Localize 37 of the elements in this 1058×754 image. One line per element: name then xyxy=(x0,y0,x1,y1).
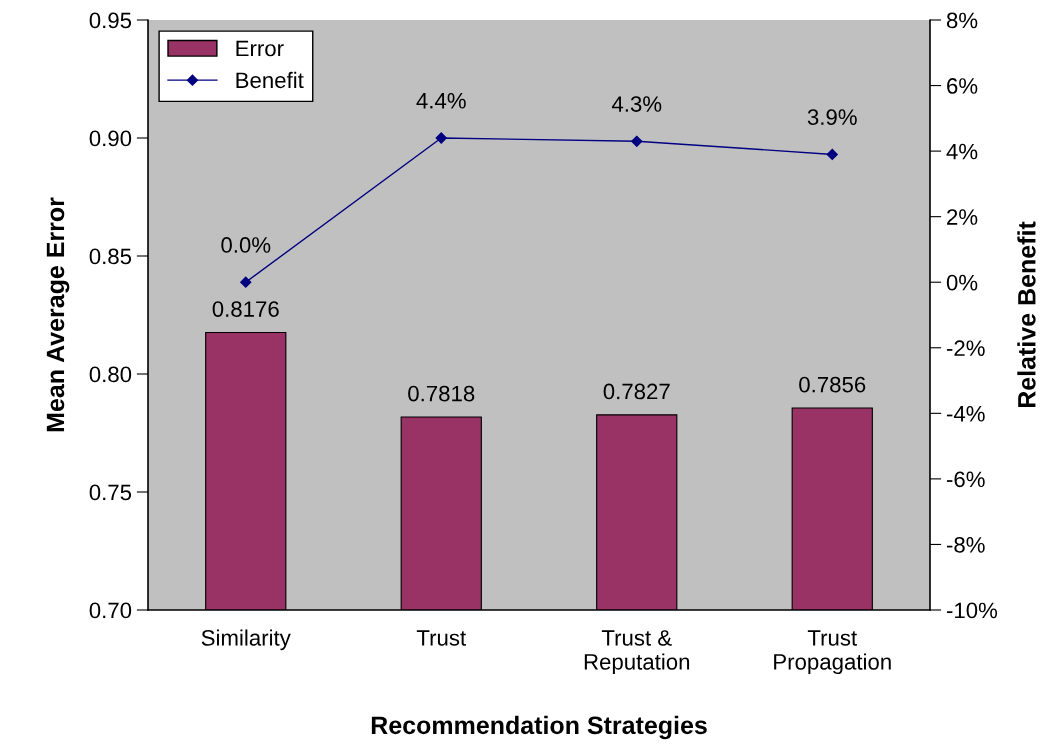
y2-tick-label: -10% xyxy=(946,602,998,619)
y-tick-label: 0.90 xyxy=(89,130,132,147)
data-label: 0.7818 xyxy=(408,385,475,402)
y2-tick-label: 4% xyxy=(946,143,978,160)
y2-axis-title: Relative Benefit xyxy=(1017,221,1036,408)
y-tick-label: 0.80 xyxy=(89,366,132,383)
legend-label: Error xyxy=(236,40,284,57)
data-label: 0.7856 xyxy=(799,376,866,393)
y2-tick-label: -6% xyxy=(946,471,985,488)
y-tick-label: 0.85 xyxy=(89,248,132,265)
y2-tick-label: -2% xyxy=(946,340,985,356)
point xyxy=(826,148,838,160)
x-axis-title: Recommendation Strategies xyxy=(371,715,707,740)
data-label: 4.4% xyxy=(416,92,466,109)
data-label: 0.0% xyxy=(221,237,271,253)
x-tick-label: Trust & Reputation xyxy=(584,630,690,675)
y-axis-title: Mean Average Error xyxy=(46,197,70,432)
point xyxy=(240,276,252,288)
y2-tick-label: 6% xyxy=(947,78,978,94)
data-label: 0.8176 xyxy=(212,301,279,317)
y2-tick-label: -8% xyxy=(946,536,985,553)
y2-tick-label: 0% xyxy=(946,274,978,291)
y2-tick-label: 8% xyxy=(946,12,978,29)
legend-label: Benefit xyxy=(236,71,304,89)
data-label: 3.9% xyxy=(807,109,857,125)
data-label: 0.7827 xyxy=(603,383,670,400)
x-tick-label: Similarity xyxy=(201,629,291,651)
y2-tick-label: 2% xyxy=(947,209,978,225)
x-tick-label: Trust Propagation xyxy=(774,630,891,675)
y-tick-label: 0.70 xyxy=(89,602,132,619)
y-tick-label: 0.75 xyxy=(89,484,132,501)
y-tick-label: 0.95 xyxy=(89,12,132,29)
point xyxy=(631,135,643,147)
point xyxy=(435,132,447,144)
y2-tick-label: -4% xyxy=(946,405,985,422)
x-tick-label: Trust xyxy=(416,630,466,646)
data-label: 4.3% xyxy=(611,96,662,112)
